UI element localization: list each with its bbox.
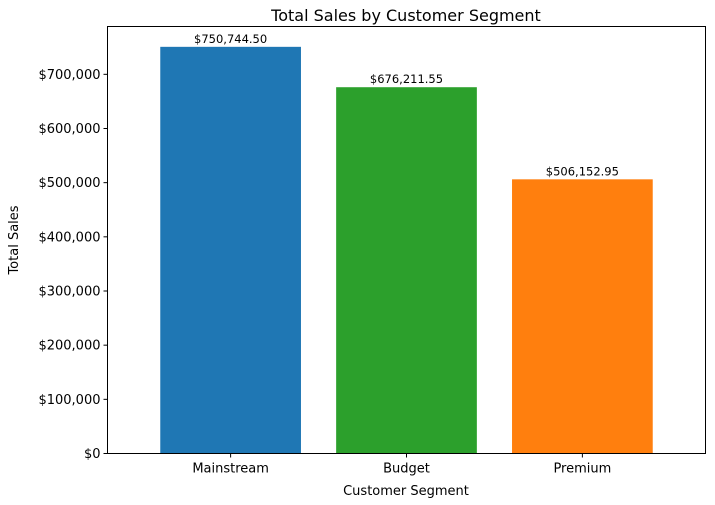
x-tick-label-budget: Budget bbox=[383, 462, 430, 477]
bar-mainstream bbox=[160, 46, 301, 454]
y-tick-label-5: $500,000 bbox=[38, 176, 100, 191]
y-tick-label-7: $700,000 bbox=[38, 68, 100, 83]
y-tick-label-6: $600,000 bbox=[38, 122, 100, 137]
y-axis-label: Total Sales bbox=[7, 205, 22, 275]
y-tick-label-1: $100,000 bbox=[38, 393, 100, 408]
data-label-mainstream: $750,744.50 bbox=[194, 32, 267, 46]
x-axis: Mainstream Budget Premium bbox=[192, 453, 611, 477]
y-tick-label-2: $200,000 bbox=[38, 339, 100, 354]
bar-budget bbox=[336, 87, 477, 454]
y-tick-label-0: $0 bbox=[84, 447, 101, 462]
data-label-premium: $506,152.95 bbox=[546, 164, 619, 178]
x-axis-label: Customer Segment bbox=[343, 484, 469, 499]
y-tick-label-3: $300,000 bbox=[38, 284, 100, 299]
data-label-budget: $676,211.55 bbox=[370, 72, 443, 86]
plot-frame bbox=[107, 26, 706, 454]
y-axis: $0 $100,000 $200,000 $300,000 $400,000 $500,0… bbox=[38, 68, 108, 462]
data-labels-group: $750,744.50 $676,211.55 $506,152.95 bbox=[194, 32, 619, 178]
x-tick-label-mainstream: Mainstream bbox=[192, 462, 269, 477]
bar-premium bbox=[512, 179, 653, 454]
x-tick-label-premium: Premium bbox=[553, 462, 611, 477]
chart-title: Total Sales by Customer Segment bbox=[270, 6, 541, 25]
y-tick-label-4: $400,000 bbox=[38, 230, 100, 245]
bars-group bbox=[160, 46, 653, 454]
